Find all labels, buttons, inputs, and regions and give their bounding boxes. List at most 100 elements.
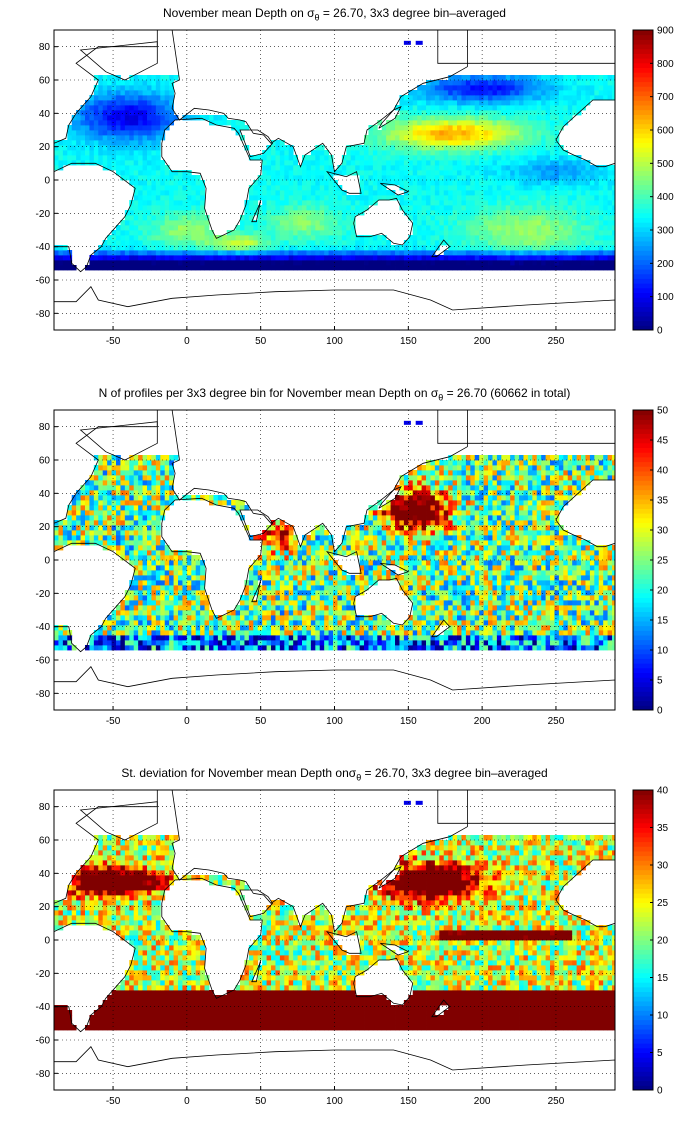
heatmap-cell bbox=[195, 260, 201, 266]
heatmap-cell bbox=[554, 110, 560, 116]
heatmap-cell bbox=[536, 175, 542, 181]
heatmap-cell bbox=[589, 220, 595, 226]
colorbar-segment bbox=[633, 72, 653, 78]
heatmap-cell bbox=[151, 110, 157, 116]
heatmap-cell bbox=[581, 215, 586, 221]
heatmap-cell bbox=[426, 195, 431, 201]
heatmap-cell bbox=[581, 205, 586, 211]
heatmap-cell bbox=[350, 230, 356, 236]
heatmap-cell bbox=[421, 175, 427, 181]
heatmap-cell bbox=[439, 135, 445, 141]
heatmap-cell bbox=[279, 600, 285, 606]
heatmap-cell bbox=[98, 250, 104, 256]
heatmap-cell bbox=[111, 470, 117, 476]
heatmap-cell bbox=[372, 255, 378, 261]
heatmap-cell bbox=[164, 120, 170, 126]
heatmap-cell bbox=[133, 490, 139, 496]
heatmap-cell bbox=[133, 635, 139, 641]
heatmap-cell bbox=[510, 155, 516, 161]
colorbar-segment bbox=[633, 301, 653, 308]
heatmap-cell bbox=[133, 130, 139, 136]
heatmap-cell bbox=[164, 230, 170, 236]
heatmap-cell bbox=[262, 195, 267, 201]
heatmap-cell bbox=[151, 150, 157, 156]
heatmap-cell bbox=[54, 630, 59, 636]
heatmap-cell bbox=[138, 155, 143, 161]
heatmap-cell bbox=[523, 90, 529, 96]
heatmap-cell bbox=[452, 140, 458, 146]
heatmap-cell bbox=[266, 540, 272, 546]
heatmap-cell bbox=[483, 90, 489, 96]
heatmap-cell bbox=[483, 235, 489, 241]
heatmap-cell bbox=[541, 145, 547, 151]
heatmap-cell bbox=[129, 595, 135, 601]
heatmap-cell bbox=[142, 565, 148, 571]
heatmap-cell bbox=[443, 185, 449, 191]
heatmap-cell bbox=[169, 640, 174, 646]
heatmap-cell bbox=[328, 215, 334, 221]
heatmap-cell bbox=[355, 260, 360, 266]
heatmap-cell bbox=[182, 180, 188, 186]
heatmap-cell bbox=[124, 145, 130, 151]
heatmap-cell bbox=[182, 245, 188, 251]
heatmap-cell bbox=[155, 505, 161, 511]
heatmap-cell bbox=[302, 190, 307, 196]
heatmap-cell bbox=[275, 230, 281, 236]
heatmap-cell bbox=[191, 185, 197, 191]
heatmap-cell bbox=[359, 240, 365, 246]
heatmap-cell bbox=[492, 255, 498, 261]
heatmap-cell bbox=[403, 255, 409, 261]
heatmap-cell bbox=[133, 110, 139, 116]
heatmap-cell bbox=[262, 555, 267, 561]
heatmap-cell bbox=[293, 185, 298, 191]
heatmap-cell bbox=[492, 115, 498, 121]
heatmap-cell bbox=[138, 165, 143, 171]
heatmap-cell bbox=[523, 185, 529, 191]
heatmap-cell bbox=[572, 160, 578, 166]
heatmap-cell bbox=[178, 595, 183, 601]
heatmap-cell bbox=[368, 245, 374, 251]
heatmap-cell bbox=[430, 185, 436, 191]
heatmap-cell bbox=[257, 180, 263, 186]
heatmap-cell bbox=[89, 480, 95, 486]
heatmap-cell bbox=[607, 215, 613, 221]
heatmap-cell bbox=[576, 155, 582, 161]
heatmap-cell bbox=[302, 185, 307, 191]
heatmap-cell bbox=[488, 120, 493, 126]
heatmap-cell bbox=[129, 540, 135, 546]
heatmap-cell bbox=[439, 100, 445, 106]
heatmap-cell bbox=[111, 510, 117, 516]
heatmap-cell bbox=[62, 640, 68, 646]
heatmap-cell bbox=[169, 75, 174, 81]
heatmap-cell bbox=[333, 190, 338, 196]
heatmap-cell bbox=[395, 115, 400, 121]
heatmap-cell bbox=[98, 495, 104, 501]
heatmap-cell bbox=[248, 535, 254, 541]
heatmap-cell bbox=[408, 100, 414, 106]
heatmap-cell bbox=[293, 195, 298, 201]
heatmap-cell bbox=[350, 235, 356, 241]
heatmap-cell bbox=[160, 575, 166, 581]
heatmap-cell bbox=[178, 260, 183, 266]
heatmap-cell bbox=[492, 210, 498, 216]
heatmap-cell bbox=[116, 545, 121, 551]
heatmap-cell bbox=[204, 640, 210, 646]
heatmap-cell bbox=[315, 580, 321, 586]
heatmap-cell bbox=[182, 185, 188, 191]
heatmap-cell bbox=[142, 495, 148, 501]
heatmap-cell bbox=[532, 225, 538, 231]
heatmap-cell bbox=[310, 645, 316, 651]
heatmap-cell bbox=[306, 605, 312, 611]
heatmap-cell bbox=[430, 90, 436, 96]
heatmap-cell bbox=[470, 240, 476, 246]
heatmap-cell bbox=[257, 235, 263, 241]
heatmap-cell bbox=[142, 130, 148, 136]
heatmap-cell bbox=[550, 205, 555, 211]
heatmap-cell bbox=[89, 100, 95, 106]
heatmap-cell bbox=[545, 200, 551, 206]
heatmap-cell bbox=[85, 145, 90, 151]
heatmap-cell bbox=[178, 560, 183, 566]
heatmap-cell bbox=[151, 125, 157, 131]
heatmap-cell bbox=[279, 230, 285, 236]
